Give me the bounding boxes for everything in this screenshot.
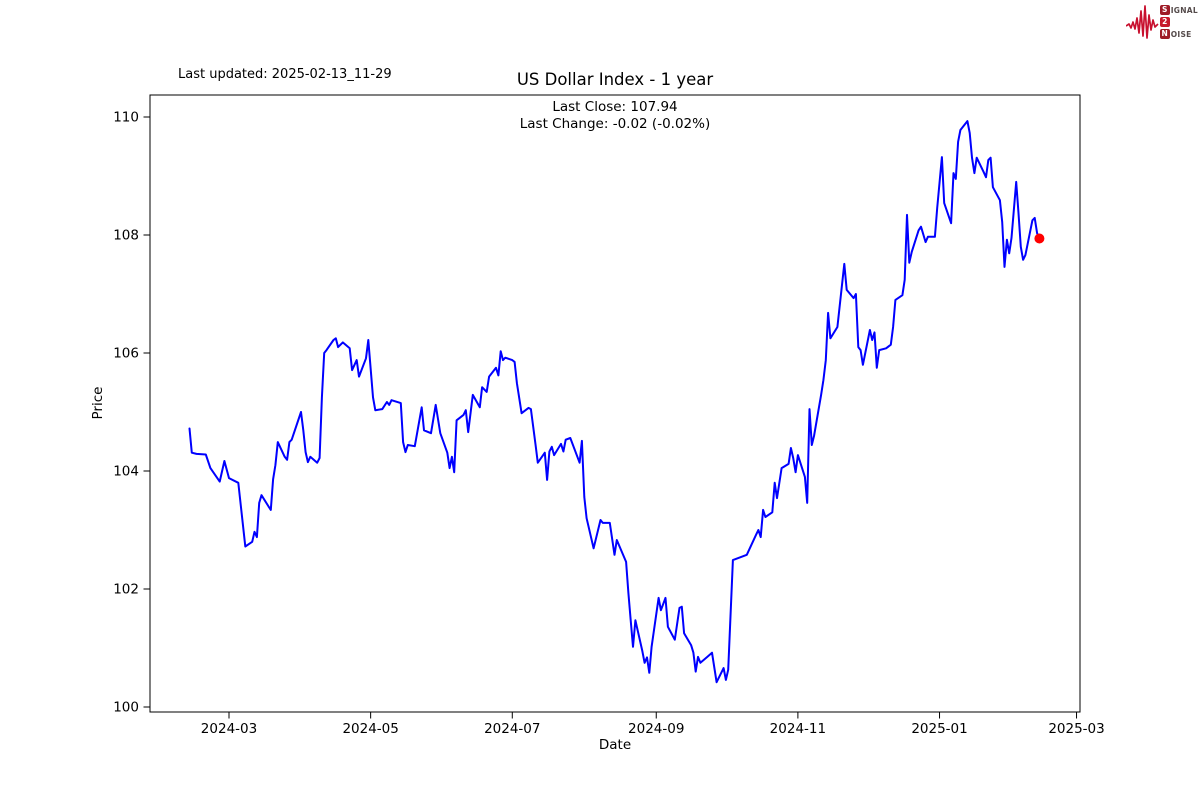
logo-row-two: 2 xyxy=(1159,16,1198,28)
chart-title: US Dollar Index - 1 year xyxy=(516,70,714,89)
logo-digit-2-badge: 2 xyxy=(1159,17,1170,27)
price-line xyxy=(188,120,1041,684)
logo-letter-n-badge: N xyxy=(1159,29,1170,39)
logo-letter-s-badge: S xyxy=(1159,5,1170,15)
y-axis-label: Price xyxy=(90,386,106,420)
x-tick-label: 2024-07 xyxy=(484,721,540,737)
logo-text: S IGNAL 2 N OISE xyxy=(1159,4,1198,40)
y-tick-label: 102 xyxy=(113,582,139,598)
signal2noise-logo: S IGNAL 2 N OISE xyxy=(1125,3,1198,41)
logo-row-noise: N OISE xyxy=(1159,28,1198,40)
y-tick-label: 110 xyxy=(113,110,139,126)
y-tick-label: 100 xyxy=(113,700,139,716)
axes-frame xyxy=(149,94,1081,713)
x-tick-label: 2025-03 xyxy=(1048,721,1104,737)
logo-row-signal: S IGNAL xyxy=(1159,4,1198,16)
y-tick-label: 108 xyxy=(113,228,139,244)
x-axis-label: Date xyxy=(598,737,632,753)
last-change-text: Last Change: -0.02 (-0.02%) xyxy=(519,116,711,132)
x-tick-label: 2024-05 xyxy=(342,721,398,737)
last-updated-text: Last updated: 2025-02-13_11-29 xyxy=(178,67,392,82)
y-tick-label: 106 xyxy=(113,346,139,362)
x-tick-label: 2024-09 xyxy=(628,721,684,737)
x-tick-label: 2024-11 xyxy=(770,721,826,737)
x-tick-label: 2024-03 xyxy=(201,721,257,737)
logo-word-ignal: IGNAL xyxy=(1170,5,1198,15)
last-close-text: Last Close: 107.94 xyxy=(552,99,678,115)
y-tick-label: 104 xyxy=(113,464,139,480)
logo-word-oise: OISE xyxy=(1170,29,1192,39)
waveform-icon xyxy=(1125,5,1159,39)
x-tick-label: 2025-01 xyxy=(911,721,967,737)
last-close-dot xyxy=(1034,233,1045,244)
